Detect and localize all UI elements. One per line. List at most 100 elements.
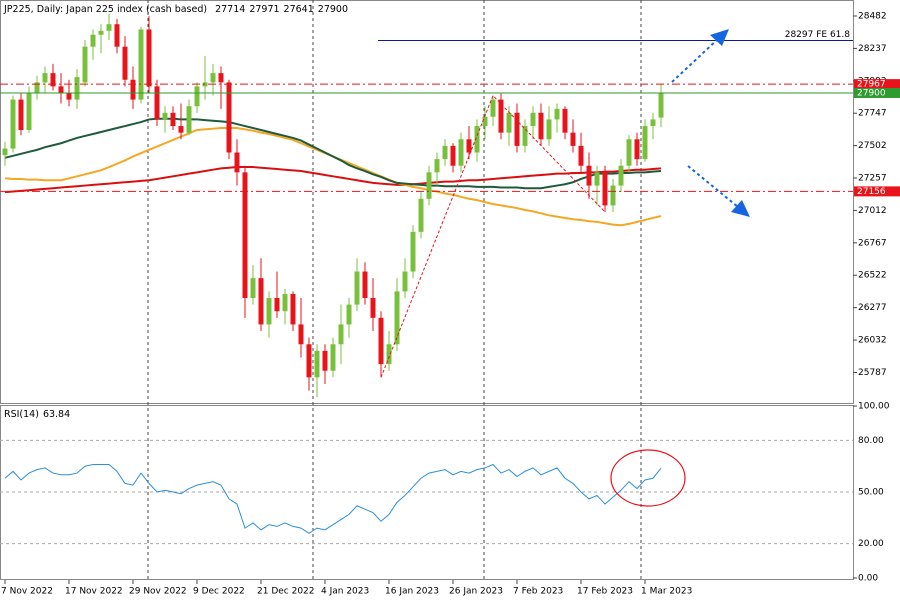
- last-high: 27971: [249, 4, 279, 15]
- fe-level-label: 28297 FE 61.8: [785, 30, 851, 40]
- y-tick-label: 26277: [858, 303, 887, 313]
- candle-body: [10, 99, 16, 149]
- main-panel: [0, 0, 854, 404]
- candle-body: [618, 165, 624, 186]
- candle-body: [178, 126, 184, 133]
- y-tick-label: 26522: [858, 271, 887, 281]
- candle-body: [18, 99, 24, 131]
- candle-body: [162, 112, 168, 120]
- highlight-ellipse: [610, 449, 686, 507]
- level-label: 27967: [857, 80, 886, 90]
- rsi-tick-label: 0.00: [858, 574, 878, 584]
- arrow-head: [710, 29, 729, 46]
- candle-body: [130, 79, 136, 100]
- candle-body: [298, 324, 304, 345]
- candle-body: [114, 24, 120, 47]
- level-label: 27156: [857, 187, 886, 197]
- x-tick-label: 16 Jan 2023: [385, 587, 439, 597]
- y-tick-label: 28237: [858, 44, 887, 54]
- candle-body: [482, 116, 488, 127]
- last-open: 27714: [215, 4, 245, 15]
- candle-body: [138, 29, 144, 100]
- candle-body: [530, 112, 536, 127]
- candle-body: [506, 112, 512, 133]
- candle-body: [146, 29, 152, 87]
- candle-body: [426, 172, 432, 199]
- y-tick-label: 27502: [858, 141, 887, 151]
- candle-body: [554, 108, 560, 120]
- y-tick-label: 27012: [858, 206, 887, 216]
- candle-body: [514, 112, 520, 146]
- level-label: 27900: [857, 88, 886, 98]
- candle-body: [362, 271, 368, 298]
- candle-body: [274, 297, 280, 312]
- x-tick-label: 7 Nov 2022: [1, 587, 53, 597]
- last-low: 27641: [284, 4, 314, 15]
- candle-body: [306, 344, 312, 378]
- candle-body: [42, 73, 48, 83]
- candle-body: [90, 34, 96, 47]
- arrow-down: [687, 165, 739, 208]
- level-box: [854, 87, 900, 98]
- candle-body: [490, 99, 496, 117]
- y-tick-label: 26032: [858, 336, 887, 346]
- rsi-tick-label: 20.00: [858, 539, 884, 549]
- zigzag: [380, 94, 606, 378]
- rsi-tick-label: 80.00: [858, 436, 884, 446]
- candle-body: [234, 152, 240, 173]
- candle-body: [250, 278, 256, 298]
- candle-body: [450, 145, 456, 166]
- y-tick-label: 26767: [858, 238, 887, 248]
- candle-body: [410, 231, 416, 272]
- candle-body: [170, 112, 176, 127]
- x-tick-label: 17 Nov 2022: [65, 587, 123, 597]
- candle-body: [106, 24, 112, 31]
- indicator-last: 63.84: [43, 409, 70, 420]
- y-tick-label: 25787: [858, 368, 887, 378]
- level-box: [854, 79, 900, 90]
- candle-body: [658, 92, 664, 118]
- candle-body: [122, 46, 128, 80]
- y-tick-label: 27747: [858, 109, 887, 119]
- candle-body: [34, 82, 40, 93]
- rsi-tick-label: 100.00: [858, 402, 890, 412]
- candle-body: [498, 99, 504, 133]
- candle-body: [258, 278, 264, 325]
- candle-body: [322, 350, 328, 371]
- candle-body: [570, 132, 576, 146]
- candle-body: [50, 73, 56, 87]
- candle-body: [290, 294, 296, 325]
- x-tick-label: 29 Nov 2022: [129, 587, 187, 597]
- candle-body: [282, 294, 288, 312]
- candle-body: [354, 271, 360, 305]
- candle-body: [74, 77, 80, 100]
- candle-body: [626, 139, 632, 166]
- candle-body: [434, 159, 440, 173]
- candle-body: [378, 317, 384, 365]
- forecast-arrows: [671, 38, 739, 208]
- candle-body: [98, 30, 104, 35]
- x-tick-label: 21 Dec 2022: [257, 587, 315, 597]
- candle-body: [194, 86, 200, 107]
- candle-body: [578, 145, 584, 166]
- candle-body: [442, 145, 448, 160]
- candle-body: [650, 119, 656, 127]
- x-tick-label: 4 Jan 2023: [321, 587, 369, 597]
- candle-body: [418, 198, 424, 232]
- candle-body: [538, 112, 544, 140]
- candle-body: [370, 297, 376, 318]
- candle-body: [186, 106, 192, 133]
- candle-body: [386, 344, 392, 365]
- x-tick-label: 26 Jan 2023: [449, 587, 503, 597]
- indicator-name: RSI(14): [4, 409, 39, 420]
- candle-body: [330, 344, 336, 371]
- last-close: 27900: [318, 4, 348, 15]
- candle-body: [466, 139, 472, 153]
- period-separators: [147, 0, 642, 580]
- candle-body: [522, 126, 528, 146]
- x-tick-label: 1 Mar 2023: [641, 587, 692, 597]
- candle-body: [594, 172, 600, 186]
- candle-body: [266, 297, 272, 325]
- candle-body: [314, 350, 320, 378]
- x-tick-label: 9 Dec 2022: [193, 587, 245, 597]
